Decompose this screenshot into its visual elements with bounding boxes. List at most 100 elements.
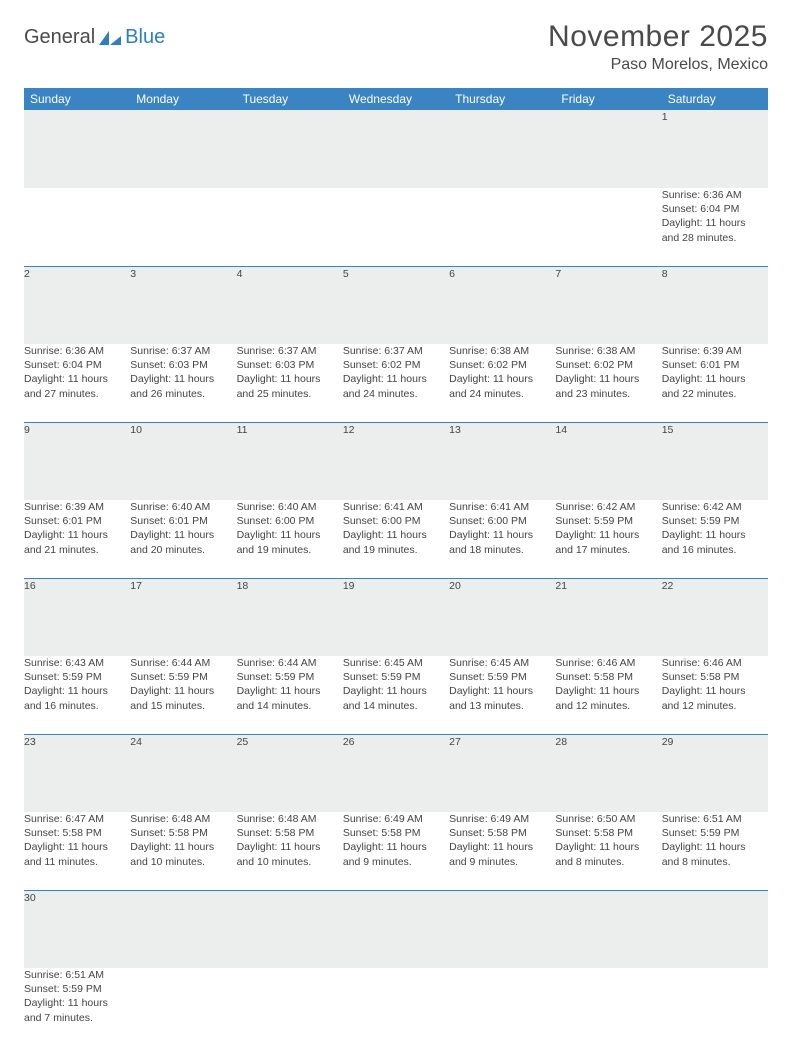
sunset-text: Sunset: 6:03 PM — [130, 358, 236, 372]
sunset-text: Sunset: 6:01 PM — [24, 514, 130, 528]
day-header: Sunday — [24, 88, 130, 110]
calendar-body: 1Sunrise: 6:36 AMSunset: 6:04 PMDaylight… — [24, 110, 768, 1046]
day-number-cell: 30 — [24, 890, 130, 968]
sunset-text: Sunset: 5:58 PM — [24, 826, 130, 840]
day-number-cell: 20 — [449, 578, 555, 656]
day-data-cell: Sunrise: 6:41 AMSunset: 6:00 PMDaylight:… — [449, 500, 555, 578]
day-data-cell: Sunrise: 6:39 AMSunset: 6:01 PMDaylight:… — [662, 344, 768, 422]
daylight1-text: Daylight: 11 hours — [449, 372, 555, 386]
day-number-cell: 11 — [237, 422, 343, 500]
day-data-cell: Sunrise: 6:44 AMSunset: 5:59 PMDaylight:… — [237, 656, 343, 734]
sunset-text: Sunset: 5:59 PM — [343, 670, 449, 684]
day-data-cell: Sunrise: 6:40 AMSunset: 6:01 PMDaylight:… — [130, 500, 236, 578]
day-number-cell — [237, 110, 343, 188]
day-number-cell: 23 — [24, 734, 130, 812]
daylight2-text: and 20 minutes. — [130, 543, 236, 557]
daylight1-text: Daylight: 11 hours — [555, 840, 661, 854]
sunset-text: Sunset: 6:04 PM — [662, 202, 768, 216]
sunrise-text: Sunrise: 6:39 AM — [24, 500, 130, 514]
sunrise-text: Sunrise: 6:41 AM — [343, 500, 449, 514]
day-number-cell: 6 — [449, 266, 555, 344]
day-number-cell — [449, 890, 555, 968]
day-header: Friday — [555, 88, 661, 110]
day-number-cell: 19 — [343, 578, 449, 656]
sunset-text: Sunset: 5:59 PM — [237, 670, 343, 684]
daylight1-text: Daylight: 11 hours — [24, 996, 130, 1010]
day-data-cell — [662, 968, 768, 1046]
daylight2-text: and 14 minutes. — [343, 699, 449, 713]
sunset-text: Sunset: 6:00 PM — [343, 514, 449, 528]
day-number-cell — [237, 890, 343, 968]
sunset-text: Sunset: 5:58 PM — [555, 826, 661, 840]
sunrise-text: Sunrise: 6:49 AM — [449, 812, 555, 826]
day-number-cell: 17 — [130, 578, 236, 656]
day-number-cell: 28 — [555, 734, 661, 812]
daylight2-text: and 26 minutes. — [130, 387, 236, 401]
daylight2-text: and 10 minutes. — [237, 855, 343, 869]
day-data-cell: Sunrise: 6:41 AMSunset: 6:00 PMDaylight:… — [343, 500, 449, 578]
daylight1-text: Daylight: 11 hours — [662, 372, 768, 386]
daylight2-text: and 22 minutes. — [662, 387, 768, 401]
daylight1-text: Daylight: 11 hours — [662, 684, 768, 698]
daylight1-text: Daylight: 11 hours — [24, 528, 130, 542]
day-number-cell — [449, 110, 555, 188]
sunrise-text: Sunrise: 6:38 AM — [449, 344, 555, 358]
location-subtitle: Paso Morelos, Mexico — [548, 56, 768, 74]
daylight1-text: Daylight: 11 hours — [237, 372, 343, 386]
day-header: Saturday — [662, 88, 768, 110]
day-number-cell: 26 — [343, 734, 449, 812]
day-data-cell: Sunrise: 6:37 AMSunset: 6:02 PMDaylight:… — [343, 344, 449, 422]
daylight2-text: and 17 minutes. — [555, 543, 661, 557]
sunrise-text: Sunrise: 6:37 AM — [343, 344, 449, 358]
day-header: Wednesday — [343, 88, 449, 110]
daylight1-text: Daylight: 11 hours — [662, 528, 768, 542]
daylight1-text: Daylight: 11 hours — [662, 216, 768, 230]
day-data-cell — [24, 188, 130, 266]
daylight2-text: and 18 minutes. — [449, 543, 555, 557]
daylight1-text: Daylight: 11 hours — [343, 528, 449, 542]
daylight2-text: and 27 minutes. — [24, 387, 130, 401]
sunset-text: Sunset: 5:59 PM — [130, 670, 236, 684]
day-number-cell — [662, 890, 768, 968]
sunrise-text: Sunrise: 6:40 AM — [237, 500, 343, 514]
sunrise-text: Sunrise: 6:36 AM — [662, 188, 768, 202]
daylight1-text: Daylight: 11 hours — [662, 840, 768, 854]
daylight2-text: and 9 minutes. — [449, 855, 555, 869]
day-number-cell: 12 — [343, 422, 449, 500]
day-data-cell — [237, 968, 343, 1046]
daylight1-text: Daylight: 11 hours — [130, 684, 236, 698]
brand-logo: General Blue — [24, 20, 165, 49]
daylight2-text: and 11 minutes. — [24, 855, 130, 869]
day-data-cell — [343, 188, 449, 266]
sunrise-text: Sunrise: 6:50 AM — [555, 812, 661, 826]
daylight1-text: Daylight: 11 hours — [343, 840, 449, 854]
day-number-cell — [130, 890, 236, 968]
day-number-cell: 13 — [449, 422, 555, 500]
day-number-cell: 7 — [555, 266, 661, 344]
daylight2-text: and 25 minutes. — [237, 387, 343, 401]
day-header: Thursday — [449, 88, 555, 110]
day-number-row: 1 — [24, 110, 768, 188]
day-data-row: Sunrise: 6:51 AMSunset: 5:59 PMDaylight:… — [24, 968, 768, 1046]
day-header: Monday — [130, 88, 236, 110]
day-data-cell: Sunrise: 6:49 AMSunset: 5:58 PMDaylight:… — [449, 812, 555, 890]
daylight2-text: and 9 minutes. — [343, 855, 449, 869]
day-data-cell: Sunrise: 6:43 AMSunset: 5:59 PMDaylight:… — [24, 656, 130, 734]
day-number-cell — [343, 890, 449, 968]
sunset-text: Sunset: 6:02 PM — [555, 358, 661, 372]
sunrise-text: Sunrise: 6:39 AM — [662, 344, 768, 358]
daylight2-text: and 16 minutes. — [662, 543, 768, 557]
sunrise-text: Sunrise: 6:36 AM — [24, 344, 130, 358]
day-number-cell: 16 — [24, 578, 130, 656]
day-data-cell — [130, 188, 236, 266]
day-data-cell: Sunrise: 6:51 AMSunset: 5:59 PMDaylight:… — [24, 968, 130, 1046]
day-number-cell: 3 — [130, 266, 236, 344]
day-data-cell: Sunrise: 6:50 AMSunset: 5:58 PMDaylight:… — [555, 812, 661, 890]
daylight1-text: Daylight: 11 hours — [130, 840, 236, 854]
day-data-cell — [449, 188, 555, 266]
day-data-cell: Sunrise: 6:46 AMSunset: 5:58 PMDaylight:… — [662, 656, 768, 734]
title-block: November 2025 Paso Morelos, Mexico — [548, 20, 768, 74]
day-number-cell: 27 — [449, 734, 555, 812]
day-number-cell: 22 — [662, 578, 768, 656]
daylight2-text: and 7 minutes. — [24, 1011, 130, 1025]
